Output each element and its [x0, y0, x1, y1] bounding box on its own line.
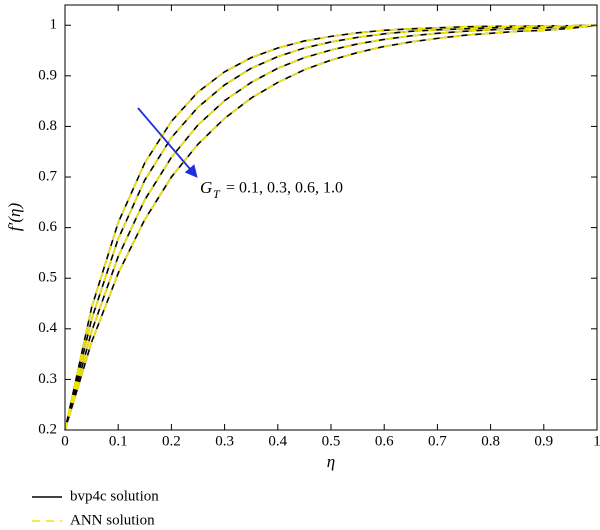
annotation-text: = 0.1, 0.3, 0.6, 1.0 — [226, 180, 343, 197]
annotation-arrow — [137, 107, 198, 178]
series-line — [64, 24, 598, 431]
series-line — [64, 24, 598, 431]
annotation-subscript: T — [213, 187, 221, 201]
series-line — [64, 24, 598, 431]
x-tick-label: 0.3 — [215, 433, 234, 449]
x-tick-label: 0.2 — [162, 433, 181, 449]
y-tick-label: 0.4 — [38, 320, 57, 336]
x-tick-label: 0.7 — [428, 433, 447, 449]
x-tick-label: 0.1 — [109, 433, 128, 449]
plot-area — [64, 24, 598, 431]
series-line — [64, 24, 598, 431]
series-line — [64, 24, 598, 431]
x-tick-label: 0.4 — [268, 433, 287, 449]
legend-label: bvp4c solution — [70, 488, 159, 504]
legend-label: ANN solution — [70, 512, 155, 528]
y-tick-label: 0.9 — [38, 67, 57, 83]
x-tick-label: 0.6 — [375, 433, 394, 449]
x-tick-label: 0.9 — [534, 433, 553, 449]
x-tick-label: 0 — [61, 433, 69, 449]
annotation-symbol: G — [200, 178, 212, 197]
x-tick-label: 0.8 — [481, 433, 500, 449]
legend: bvp4c solution ANN solution — [32, 488, 159, 528]
y-tick-label: 0.6 — [38, 219, 57, 235]
y-axis-label: f′(η) — [5, 203, 24, 232]
y-tick-label: 0.7 — [38, 168, 57, 184]
plot-frame — [64, 4, 598, 431]
y-tick-label: 0.3 — [38, 371, 57, 387]
y-tick-label: 1 — [50, 17, 58, 33]
y-tick-label: 0.8 — [38, 118, 57, 134]
x-tick-label: 1 — [593, 433, 600, 449]
series-line — [64, 24, 598, 431]
y-tick-label: 0.5 — [38, 270, 57, 286]
series-line — [64, 24, 598, 431]
y-tick-label: 0.2 — [38, 421, 57, 437]
series-line — [64, 24, 598, 431]
x-axis-label: η — [327, 452, 335, 471]
x-tick-label: 0.5 — [322, 433, 341, 449]
